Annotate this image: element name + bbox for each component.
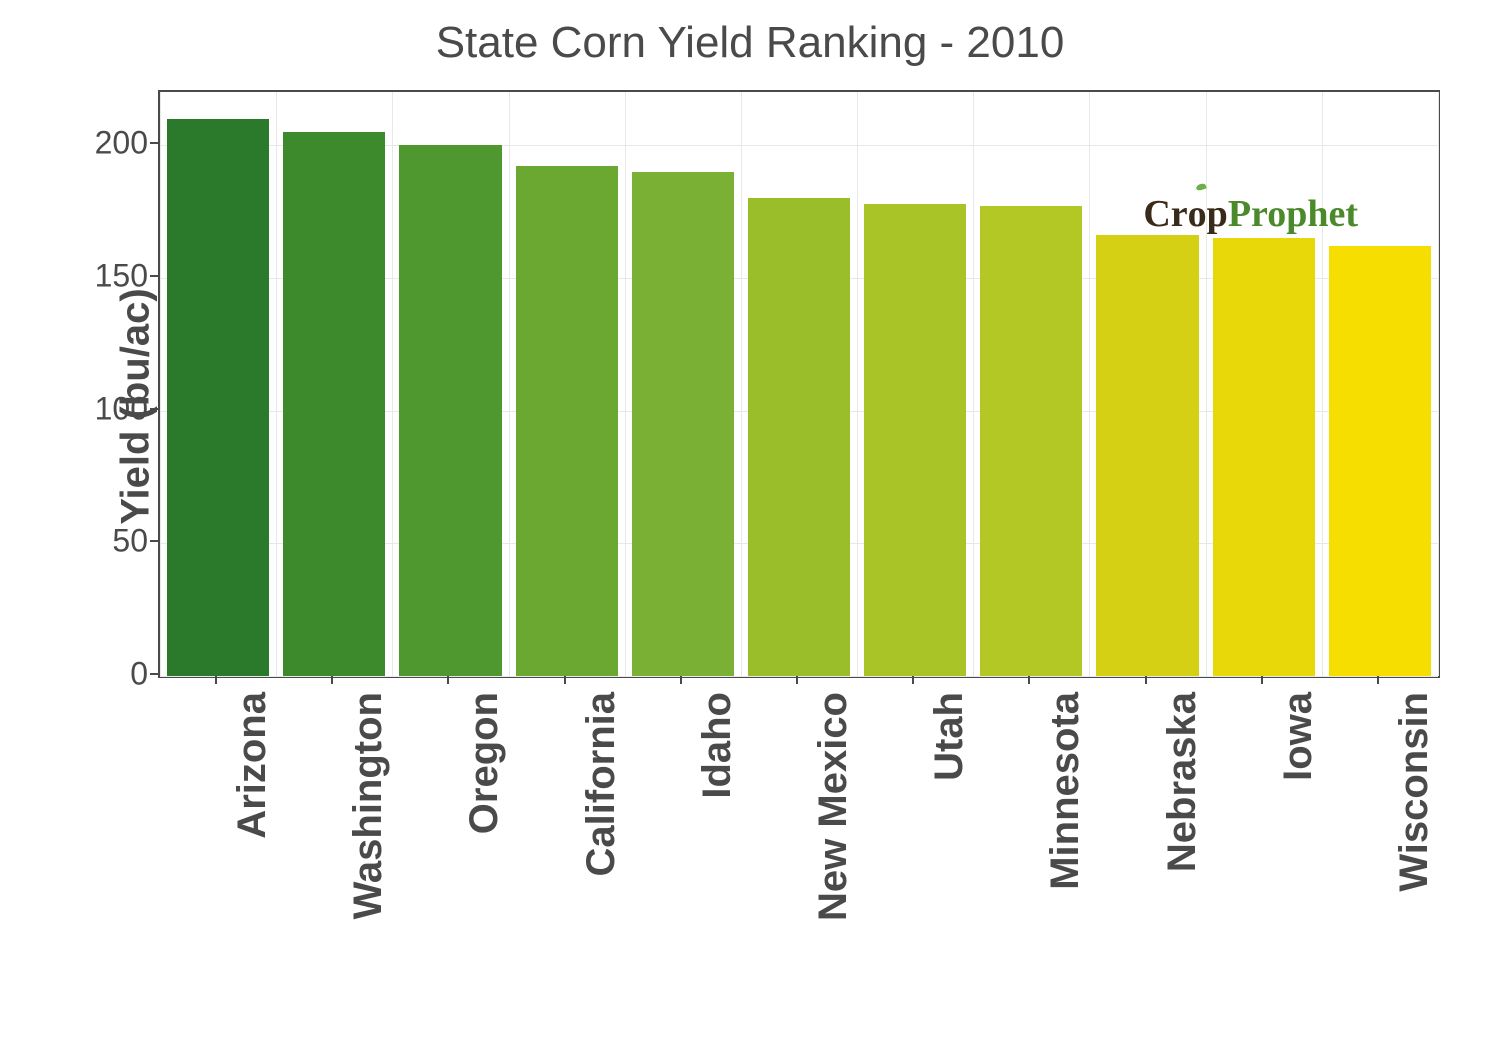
logo-text-prophet: Prophet	[1228, 193, 1358, 235]
x-axis-tick	[564, 676, 566, 684]
grid-line-vertical	[392, 92, 393, 676]
y-axis-tick	[150, 673, 158, 675]
bar	[399, 145, 501, 676]
bar	[1329, 246, 1431, 676]
grid-line-vertical	[625, 92, 626, 676]
bar	[632, 172, 734, 676]
x-axis-tick	[680, 676, 682, 684]
x-tick-label: Idaho	[695, 692, 740, 799]
y-tick-label: 200	[95, 125, 148, 162]
y-axis-tick	[150, 408, 158, 410]
grid-line-horizontal	[160, 676, 1438, 677]
bar	[748, 198, 850, 676]
grid-line-vertical	[160, 92, 161, 676]
grid-line-vertical	[1206, 92, 1207, 676]
y-axis-tick	[150, 540, 158, 542]
logo-text-p: p	[1207, 193, 1228, 235]
x-axis-tick	[331, 676, 333, 684]
grid-line-vertical	[1322, 92, 1323, 676]
x-tick-label: Washington	[346, 692, 391, 919]
bar	[167, 119, 269, 676]
chart-title: State Corn Yield Ranking - 2010	[0, 18, 1500, 68]
grid-line-vertical	[276, 92, 277, 676]
bar	[1096, 235, 1198, 676]
grid-line-vertical	[857, 92, 858, 676]
x-tick-label: Arizona	[230, 692, 275, 839]
x-tick-label: Utah	[927, 692, 972, 781]
x-tick-label: Iowa	[1276, 692, 1321, 781]
x-tick-label: Nebraska	[1160, 692, 1205, 872]
grid-line-vertical	[509, 92, 510, 676]
y-axis-tick	[150, 275, 158, 277]
logo-text-crop: Cr	[1143, 193, 1187, 235]
grid-line-vertical	[741, 92, 742, 676]
y-tick-label: 50	[112, 523, 148, 560]
grid-line-vertical	[973, 92, 974, 676]
x-axis-tick	[912, 676, 914, 684]
x-axis-tick	[1028, 676, 1030, 684]
bar	[864, 204, 966, 677]
x-axis-tick	[1145, 676, 1147, 684]
x-axis-tick	[1377, 676, 1379, 684]
bar	[980, 206, 1082, 676]
y-axis-tick	[150, 142, 158, 144]
grid-line-vertical	[1089, 92, 1090, 676]
y-tick-label: 0	[130, 656, 148, 693]
y-tick-label: 150	[95, 257, 148, 294]
cropprophet-logo: CropProphet	[1143, 192, 1358, 236]
bar	[283, 132, 385, 676]
plot-area: CropProphet	[158, 90, 1440, 678]
grid-line-vertical	[1438, 92, 1439, 676]
chart-container: State Corn Yield Ranking - 2010 Yield (b…	[0, 0, 1500, 1050]
x-axis-tick	[1261, 676, 1263, 684]
x-tick-label: New Mexico	[811, 692, 856, 921]
bar	[1213, 238, 1315, 676]
bar	[516, 166, 618, 676]
x-tick-label: California	[579, 692, 624, 876]
logo-text-o: o	[1188, 192, 1207, 236]
x-tick-label: Wisconsin	[1392, 692, 1437, 892]
x-axis-tick	[447, 676, 449, 684]
x-tick-label: Minnesota	[1043, 692, 1088, 890]
x-tick-label: Oregon	[462, 692, 507, 834]
y-tick-label: 100	[95, 390, 148, 427]
x-axis-tick	[796, 676, 798, 684]
x-axis-tick	[215, 676, 217, 684]
